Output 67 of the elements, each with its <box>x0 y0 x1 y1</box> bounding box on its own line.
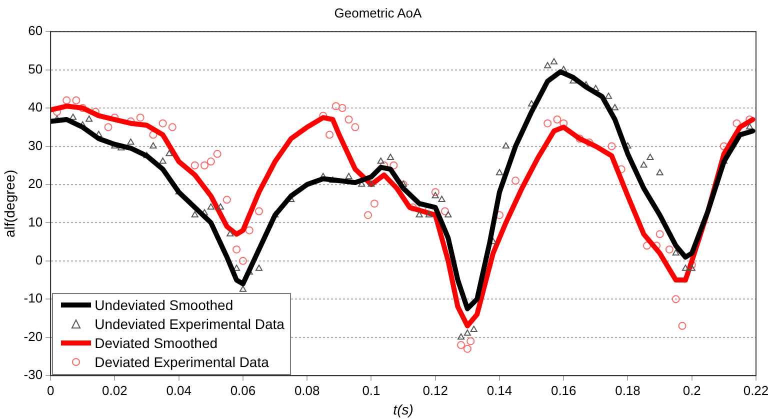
point <box>370 200 378 208</box>
y-tick-label: -30 <box>24 367 43 382</box>
point <box>149 130 158 139</box>
legend-label: Undeviated Experimental Data <box>94 314 284 334</box>
y-tick-label: 10 <box>28 214 43 230</box>
x-tick-label: 0.06 <box>230 382 256 398</box>
x-tick-label: 0 <box>46 382 54 398</box>
y-tick-label: -10 <box>24 290 43 306</box>
y-tick-label: 0 <box>35 252 43 268</box>
point <box>678 322 686 330</box>
point <box>245 226 254 234</box>
point <box>512 176 520 185</box>
point <box>656 230 664 238</box>
point <box>222 196 231 204</box>
point <box>338 104 346 112</box>
point <box>665 245 674 254</box>
point <box>440 207 449 216</box>
point <box>213 150 222 158</box>
point <box>672 295 680 304</box>
x-tick-label: 0.08 <box>294 382 320 398</box>
point <box>364 211 372 220</box>
x-tick-label: 0.1 <box>362 382 380 398</box>
point <box>390 161 398 170</box>
y-tick-label: 20 <box>28 176 43 192</box>
point <box>553 116 562 124</box>
y-tick-label: -20 <box>24 328 43 344</box>
point <box>206 158 215 166</box>
point <box>544 119 552 128</box>
point <box>732 119 741 128</box>
point <box>168 123 176 132</box>
x-tick-label: 0.16 <box>550 382 576 398</box>
legend-label: Deviated Smoothed <box>94 334 218 353</box>
y-tick-label: 40 <box>28 100 43 115</box>
point <box>344 116 353 124</box>
point <box>200 161 208 170</box>
x-tick-label: 0.02 <box>102 382 128 398</box>
point <box>431 188 440 196</box>
x-tick-label: 0.12 <box>422 382 448 398</box>
point <box>136 114 144 122</box>
legend-label: Undeviated Smoothed <box>94 296 234 315</box>
point <box>463 344 472 353</box>
point <box>104 123 112 132</box>
x-tick-label: 0.04 <box>166 382 192 398</box>
point <box>332 102 340 110</box>
point <box>608 142 616 150</box>
chart-title: Geometric AoA <box>334 5 422 20</box>
point <box>158 119 167 128</box>
x-tick-label: 0.14 <box>486 382 512 398</box>
point <box>466 337 475 346</box>
x-tick-label: 0.2 <box>682 382 701 398</box>
point <box>62 96 71 104</box>
x-axis-title: t(s) <box>393 401 414 418</box>
y-tick-label: 30 <box>28 138 43 153</box>
point <box>326 130 334 139</box>
y-axis-title: alf(degree) <box>1 170 18 238</box>
point <box>255 207 264 216</box>
point <box>238 256 247 265</box>
x-tick-label: 0.22 <box>743 382 769 398</box>
point <box>351 123 360 132</box>
point <box>190 161 199 170</box>
point <box>457 341 466 350</box>
point <box>72 96 80 104</box>
y-tick-label: 50 <box>28 61 43 76</box>
y-tick-label: 60 <box>28 23 43 38</box>
legend-label: Deviated Experimental Data <box>94 352 269 372</box>
x-tick-label: 0.18 <box>615 382 640 398</box>
point <box>232 245 241 254</box>
